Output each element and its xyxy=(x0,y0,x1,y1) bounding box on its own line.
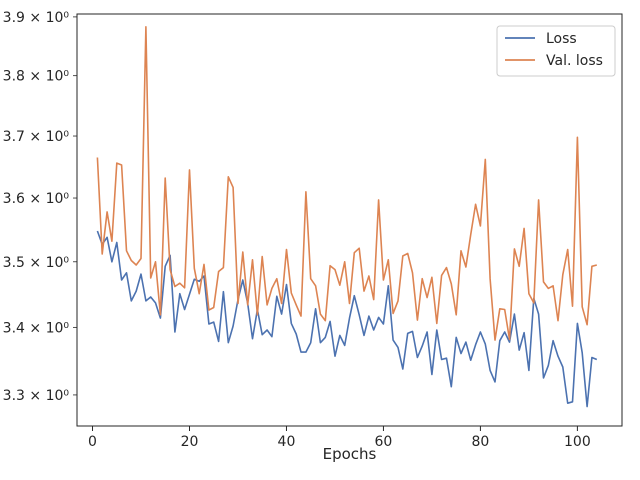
y-tick-label: 3.7 × 10⁰ xyxy=(3,129,70,145)
x-tick-label: 20 xyxy=(181,434,199,450)
y-tick-label: 3.4 × 10⁰ xyxy=(3,320,70,336)
x-tick-label: 60 xyxy=(375,434,393,450)
x-tick-label: 80 xyxy=(472,434,490,450)
x-axis-label: Epochs xyxy=(323,445,377,463)
y-tick-label: 3.3 × 10⁰ xyxy=(3,388,70,404)
x-axis: 0 20 40 60 80 100 xyxy=(88,426,591,450)
series-line-loss xyxy=(96,230,598,408)
y-axis: 3.3 × 10⁰ 3.4 × 10⁰ 3.5 × 10⁰ 3.6 × 10⁰ 3.7 … xyxy=(3,10,77,404)
y-tick-label: 3.9 × 10⁰ xyxy=(3,10,70,26)
series-line-val-loss xyxy=(96,25,598,341)
y-tick-label: 3.6 × 10⁰ xyxy=(3,191,70,207)
y-tick-label: 3.5 × 10⁰ xyxy=(3,255,70,271)
legend-label-loss: Loss xyxy=(546,31,577,47)
series-lines xyxy=(96,25,598,408)
x-tick-label: 0 xyxy=(88,434,97,450)
legend-label-val-loss: Val. loss xyxy=(546,53,603,69)
x-tick-label: 40 xyxy=(278,434,296,450)
y-tick-label: 3.8 × 10⁰ xyxy=(3,69,70,85)
legend: Loss Val. loss xyxy=(496,25,616,77)
x-tick-label: 100 xyxy=(564,434,591,450)
